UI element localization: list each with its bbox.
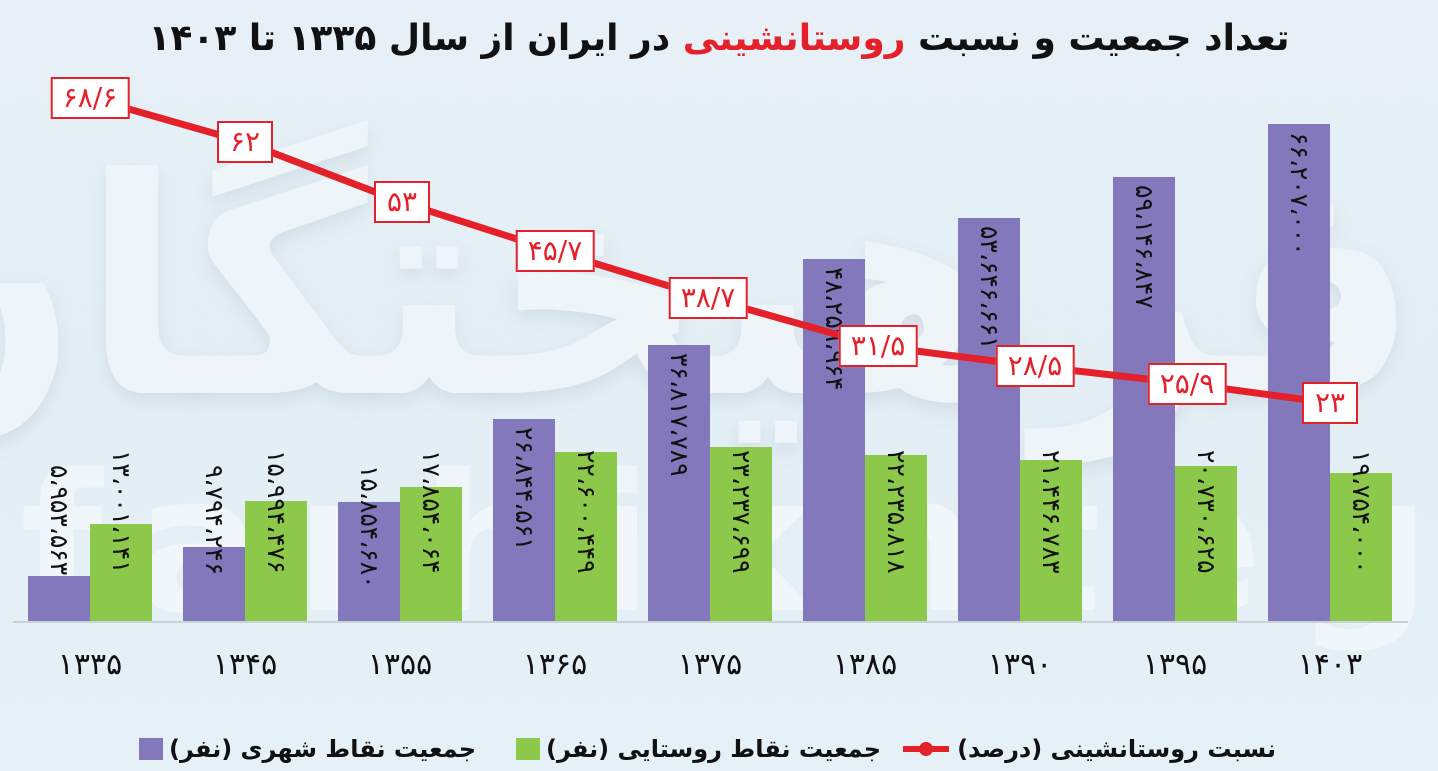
legend-line-label: نسبت روستانشینی (درصد) bbox=[957, 735, 1276, 763]
x-axis-label: ۱۳۵۵ bbox=[367, 647, 433, 682]
rural-bar bbox=[710, 447, 772, 621]
ratio-value-label: ۲۵/۹ bbox=[1147, 362, 1227, 405]
ratio-value-label: ۳۸/۷ bbox=[668, 276, 748, 319]
ratio-value-label: ۳۱/۵ bbox=[838, 325, 918, 368]
urban-bar bbox=[183, 547, 245, 621]
urban-bar bbox=[28, 576, 90, 621]
urban-bar bbox=[1268, 124, 1330, 621]
rural-bar bbox=[865, 455, 927, 621]
x-axis-label: ۱۴۰۳ bbox=[1297, 647, 1363, 682]
x-axis-label: ۱۳۷۵ bbox=[677, 647, 743, 682]
rural-bar bbox=[1330, 473, 1392, 621]
ratio-value-label: ۲۳ bbox=[1302, 382, 1358, 424]
rural-bar bbox=[1020, 460, 1082, 621]
legend-rural-label: جمعیت نقاط روستایی (نفر) bbox=[545, 735, 881, 763]
ratio-value-label: ۴۵/۷ bbox=[515, 230, 595, 273]
legend-item-urban: جمعیت نقاط شهری (نفر) bbox=[139, 735, 476, 763]
rural-bar bbox=[245, 501, 307, 621]
x-axis-label: ۱۳۳۵ bbox=[57, 647, 123, 682]
rural-bar bbox=[400, 487, 462, 621]
rural-bar bbox=[1175, 466, 1237, 621]
line-marker-icon bbox=[903, 742, 950, 756]
rural-bar bbox=[90, 524, 152, 621]
rural-swatch-icon bbox=[515, 738, 540, 760]
x-axis-label: ۱۳۴۵ bbox=[212, 647, 278, 682]
title-highlight: روستانشینی bbox=[682, 18, 906, 59]
legend: نسبت روستانشینی (درصد) جمعیت نقاط روستای… bbox=[0, 735, 1438, 771]
ratio-value-label: ۵۳ bbox=[374, 181, 430, 224]
ratio-value-label: ۲۸/۵ bbox=[995, 345, 1075, 388]
x-axis-label: ۱۳۹۰ bbox=[987, 647, 1053, 682]
urban-bar bbox=[338, 502, 400, 621]
rural-bar bbox=[555, 452, 617, 621]
ratio-value-label: ۶۲ bbox=[217, 121, 273, 164]
legend-item-line: نسبت روستانشینی (درصد) bbox=[901, 735, 1276, 763]
legend-urban-label: جمعیت نقاط شهری (نفر) bbox=[169, 735, 476, 763]
x-axis-label: ۱۳۸۵ bbox=[832, 647, 898, 682]
legend-item-rural: جمعیت نقاط روستایی (نفر) bbox=[515, 735, 881, 763]
urban-swatch-icon bbox=[139, 738, 164, 760]
urban-bar bbox=[648, 345, 710, 621]
urban-bar bbox=[493, 419, 555, 621]
ratio-value-label: ۶۸/۶ bbox=[50, 77, 130, 119]
urban-bar bbox=[958, 218, 1020, 621]
title-part2: در ایران از سال ۱۳۳۵ تا ۱۴۰۳ bbox=[148, 18, 683, 59]
x-axis-label: ۱۳۹۵ bbox=[1142, 647, 1208, 682]
title-part1: تعداد جمعیت و نسبت bbox=[905, 18, 1290, 59]
x-axis-line bbox=[13, 621, 1408, 623]
x-axis-label: ۱۳۶۵ bbox=[522, 647, 588, 682]
urban-bar bbox=[803, 259, 865, 621]
chart-title: تعداد جمعیت و نسبت روستانشینی در ایران ا… bbox=[0, 18, 1438, 59]
